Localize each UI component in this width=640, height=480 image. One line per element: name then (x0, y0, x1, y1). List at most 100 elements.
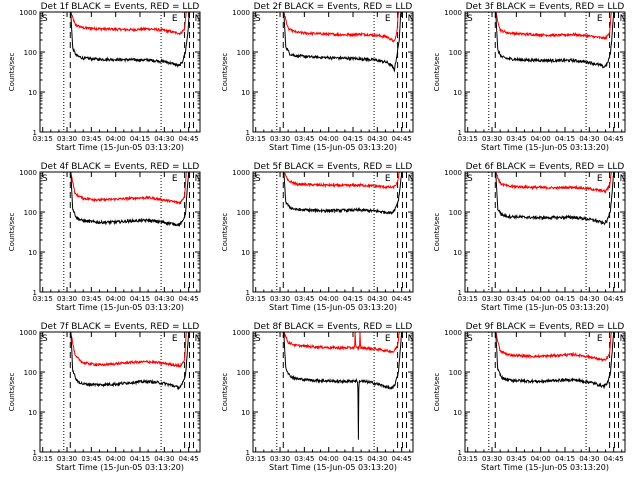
lld-series-line (283, 12, 407, 43)
x-tick-label: 03:45 (294, 455, 314, 463)
y-tick-label: 10 (28, 409, 37, 417)
x-tick-label: 04:15 (555, 295, 575, 303)
events-series-line (495, 172, 619, 226)
plot-frame (252, 171, 414, 293)
plot-frame (464, 331, 626, 453)
y-axis-label: Counts/sec (433, 213, 441, 252)
x-tick-label: 04:30 (579, 455, 599, 463)
events-series-line (283, 12, 407, 73)
x-tick-label: 04:15 (343, 455, 363, 463)
y-tick-label: 10 (453, 89, 462, 97)
y-axis-label: Counts/sec (8, 213, 16, 252)
panel-det-2: Det 2f BLACK = Events, RED = LLD S E N 1 10 10… (221, 2, 414, 152)
y-tick-label: 100 (24, 49, 37, 57)
panel-det-9: Det 9f BLACK = Events, RED = LLD S E N 1 10 10… (433, 322, 626, 472)
x-tick-label: 03:15 (246, 135, 266, 143)
y-tick-label: 10 (453, 409, 462, 417)
y-tick-label: 1 (458, 449, 462, 457)
x-tick-label: 03:30 (482, 455, 502, 463)
y-tick-label: 1 (246, 289, 250, 297)
x-tick-label: 03:45 (294, 135, 314, 143)
x-tick-label: 03:15 (33, 455, 53, 463)
panel-det-1: Det 1f BLACK = Events, RED = LLD S E N 1 10 10… (8, 2, 201, 152)
marker-s: S (255, 14, 261, 24)
panel-title: Det 9f BLACK = Events, RED = LLD (466, 322, 625, 332)
marker-n: N (620, 14, 627, 24)
x-axis-label: Start Time (15-Jun-05 03:13:20) (56, 303, 184, 312)
x-tick-label: 04:00 (531, 455, 551, 463)
panel-det-7: Det 7f BLACK = Events, RED = LLD S E N 1 10 10… (8, 322, 201, 472)
marker-n: N (195, 14, 202, 24)
y-tick-label: 1 (246, 449, 250, 457)
panel-det-5: Det 5f BLACK = Events, RED = LLD S E N 1 10 10… (221, 162, 414, 312)
y-tick-label: 1000 (444, 9, 462, 17)
marker-s: S (255, 334, 261, 344)
x-tick-label: 04:00 (106, 295, 126, 303)
y-tick-label: 1000 (232, 329, 250, 337)
events-series-line (495, 332, 619, 390)
lld-series-line (70, 12, 194, 36)
events-series-line (283, 332, 407, 440)
marker-s: S (42, 174, 48, 184)
x-tick-label: 04:30 (367, 135, 387, 143)
plot-frame (464, 11, 626, 133)
panel-title: Det 7f BLACK = Events, RED = LLD (41, 322, 200, 332)
y-tick-label: 1 (246, 129, 250, 137)
events-series-line (283, 172, 407, 215)
x-tick-label: 04:15 (555, 455, 575, 463)
x-tick-label: 04:15 (130, 455, 150, 463)
x-tick-label: 03:15 (246, 295, 266, 303)
y-tick-label: 10 (241, 89, 250, 97)
y-axis-label: Counts/sec (221, 373, 229, 412)
events-series-line (495, 12, 619, 69)
panel-title: Det 2f BLACK = Events, RED = LLD (254, 2, 413, 12)
y-tick-label: 1000 (232, 9, 250, 17)
y-tick-label: 100 (449, 369, 462, 377)
x-tick-label: 03:15 (246, 455, 266, 463)
x-tick-label: 04:45 (392, 455, 412, 463)
x-tick-label: 03:15 (458, 455, 478, 463)
x-tick-label: 03:45 (506, 135, 526, 143)
x-tick-label: 04:30 (367, 455, 387, 463)
x-tick-label: 04:15 (343, 135, 363, 143)
x-tick-label: 03:30 (57, 455, 77, 463)
y-axis-label: Counts/sec (8, 373, 16, 412)
plot-frame (39, 171, 201, 293)
x-tick-label: 04:15 (343, 295, 363, 303)
x-tick-label: 04:00 (531, 295, 551, 303)
x-tick-label: 04:15 (130, 135, 150, 143)
x-tick-label: 03:30 (270, 455, 290, 463)
x-tick-label: 04:15 (555, 135, 575, 143)
y-tick-label: 1 (33, 289, 37, 297)
marker-e: E (597, 334, 603, 344)
x-tick-label: 04:00 (106, 455, 126, 463)
y-tick-label: 10 (28, 89, 37, 97)
marker-e: E (172, 334, 178, 344)
marker-n: N (408, 174, 415, 184)
panel-title: Det 5f BLACK = Events, RED = LLD (254, 162, 413, 172)
plot-frame (464, 171, 626, 293)
marker-n: N (408, 14, 415, 24)
x-tick-label: 04:45 (179, 455, 199, 463)
lld-series-line (70, 172, 194, 206)
x-tick-label: 03:30 (482, 135, 502, 143)
y-tick-label: 1000 (19, 169, 37, 177)
y-tick-label: 1000 (19, 9, 37, 17)
y-tick-label: 1000 (444, 329, 462, 337)
y-tick-label: 1000 (444, 169, 462, 177)
x-tick-label: 03:30 (57, 295, 77, 303)
x-tick-label: 04:45 (179, 135, 199, 143)
x-axis-label: Start Time (15-Jun-05 03:13:20) (481, 463, 609, 472)
x-tick-label: 04:30 (154, 295, 174, 303)
x-tick-label: 04:45 (604, 295, 624, 303)
x-axis-label: Start Time (15-Jun-05 03:13:20) (56, 143, 184, 152)
events-series-line (70, 332, 194, 391)
y-tick-label: 100 (24, 209, 37, 217)
x-tick-label: 04:15 (130, 295, 150, 303)
lld-series-line (283, 172, 407, 190)
x-tick-label: 04:45 (604, 135, 624, 143)
x-tick-label: 03:15 (458, 295, 478, 303)
x-tick-label: 03:15 (33, 135, 53, 143)
x-axis-label: Start Time (15-Jun-05 03:13:20) (269, 303, 397, 312)
